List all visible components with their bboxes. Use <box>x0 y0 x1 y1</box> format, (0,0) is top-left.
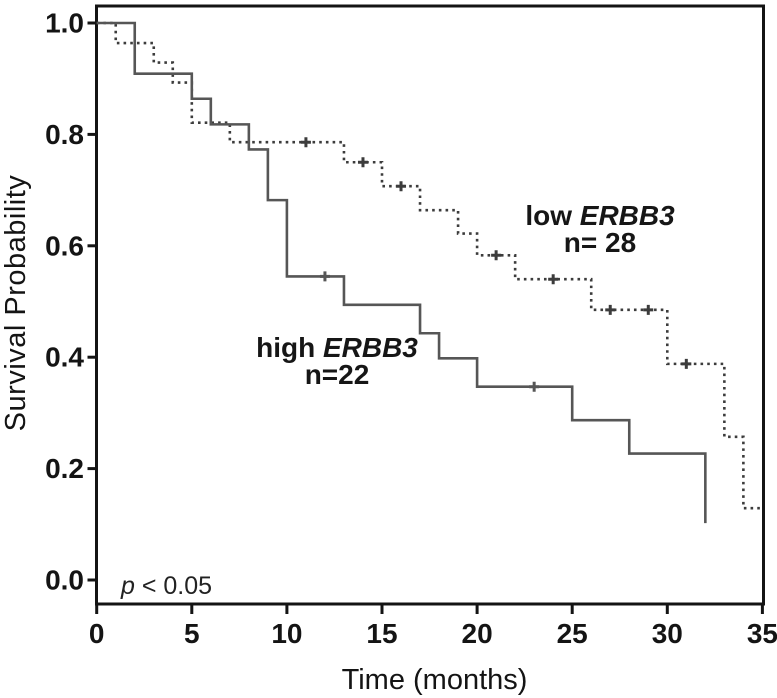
censor-mark <box>605 304 616 315</box>
x-axis-title: Time (months) <box>341 664 528 696</box>
censor-mark <box>319 271 330 282</box>
annotation-low-erbb3-count: n= 28 <box>563 227 637 258</box>
p-symbol: p <box>121 572 135 600</box>
low-erbb3-curve <box>96 21 763 510</box>
gene-name-italic: ERBB3 <box>322 332 418 363</box>
x-axis-tick-label: 20 <box>462 618 493 649</box>
censor-mark <box>643 304 654 315</box>
censor-mark <box>357 157 368 168</box>
annotation-high-erbb3-count: n=22 <box>304 359 370 390</box>
x-axis-tick-label: 25 <box>557 618 588 649</box>
y-axis-tick-label: 0.2 <box>45 453 84 484</box>
plot-frame <box>95 4 765 606</box>
annotation-low-erbb3-name: low ERBB3 <box>525 200 675 231</box>
x-axis-tick-label: 10 <box>271 618 302 649</box>
annotation-low-erbb3: low ERBB3 n= 28 <box>500 200 700 258</box>
censor-mark <box>681 358 692 369</box>
censor-mark <box>529 381 540 392</box>
gene-name-italic: ERBB3 <box>579 200 675 231</box>
y-axis-tick-label: 0.4 <box>45 342 84 373</box>
y-axis-tick-label: 0.8 <box>45 119 84 150</box>
y-axis-tick-label: 0.6 <box>45 230 84 261</box>
censor-mark <box>396 181 407 192</box>
y-axis-title: Survival Probability <box>0 174 32 432</box>
p-value-text: < 0.05 <box>134 572 213 600</box>
y-axis-tick-label: 1.0 <box>45 8 84 39</box>
x-axis-tick-label: 35 <box>747 618 777 649</box>
annotation-high-erbb3-name: high ERBB3 <box>256 332 418 363</box>
x-axis-tick-label: 15 <box>366 618 397 649</box>
annotation-high-erbb3: high ERBB3 n=22 <box>237 332 437 390</box>
x-axis-tick-label: 0 <box>89 618 105 649</box>
censor-mark <box>548 274 559 285</box>
high-erbb3-curve <box>96 21 707 524</box>
y-axis-tick-label: 0.0 <box>45 565 84 596</box>
x-axis-tick-label: 5 <box>184 618 200 649</box>
censor-mark <box>300 137 311 148</box>
x-axis-tick-label: 30 <box>652 618 683 649</box>
p-value-annotation: p < 0.05 <box>121 572 212 601</box>
censor-mark <box>491 250 502 261</box>
